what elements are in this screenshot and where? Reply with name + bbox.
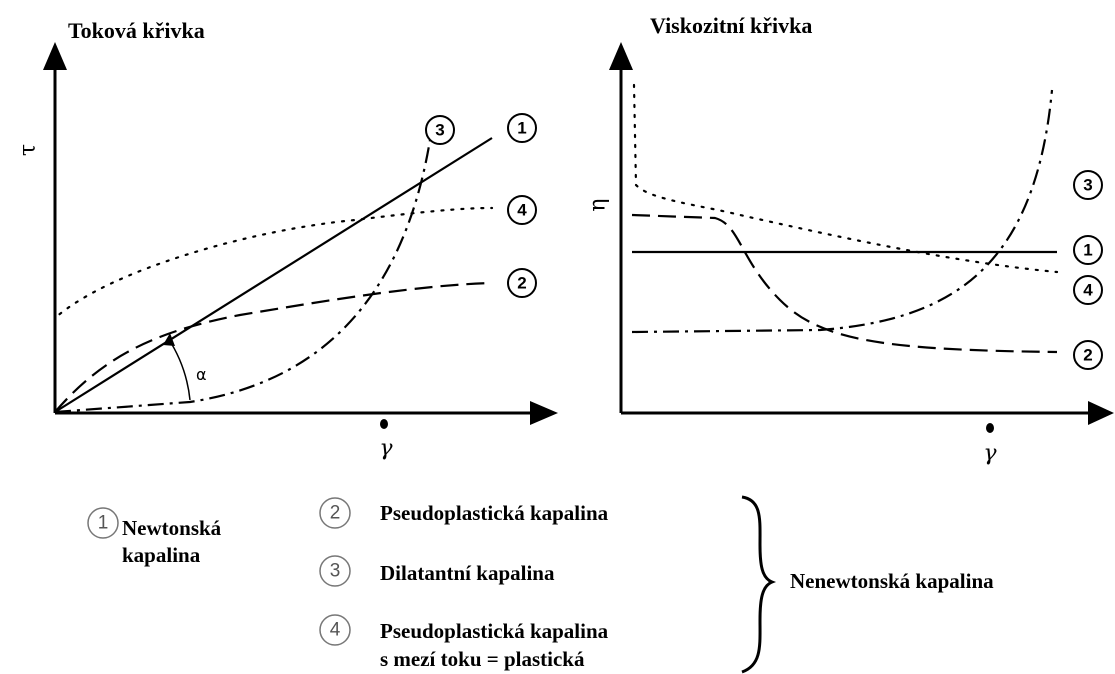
group-label: Nenewtonská kapalina bbox=[790, 569, 994, 593]
curve-4 bbox=[632, 83, 1059, 274]
legend-marker bbox=[319, 555, 351, 587]
legend-marker bbox=[319, 614, 351, 646]
legend-number: 3 bbox=[330, 561, 341, 582]
x-label-dot bbox=[380, 419, 388, 429]
curve-3 bbox=[631, 89, 1054, 334]
y-arrow bbox=[609, 42, 633, 70]
legend-text: Newtonská bbox=[122, 516, 222, 540]
legend-number: 1 bbox=[98, 513, 109, 534]
legend-number: 2 bbox=[330, 503, 341, 524]
x-label: γ bbox=[379, 436, 393, 461]
angle-label: α bbox=[196, 365, 207, 384]
curve-label: 2 bbox=[1083, 346, 1092, 365]
curve-label: 4 bbox=[517, 201, 527, 220]
legend-marker bbox=[87, 507, 119, 539]
curve-marker bbox=[1073, 170, 1103, 200]
y-label: τ bbox=[16, 144, 41, 156]
legend-text: Pseudoplastická kapalina bbox=[380, 619, 609, 643]
curve-1 bbox=[54, 137, 493, 413]
curve-4 bbox=[53, 206, 494, 414]
right-title: Viskozitní křivka bbox=[650, 13, 812, 38]
curve-label: 1 bbox=[1083, 241, 1092, 260]
legend-text: s mezí toku = plastická bbox=[380, 647, 585, 671]
curve-marker bbox=[1073, 340, 1103, 370]
curve-2 bbox=[631, 213, 1058, 354]
legend-text: kapalina bbox=[122, 543, 201, 567]
curve-label: 1 bbox=[517, 119, 526, 138]
curve-marker bbox=[507, 113, 537, 143]
curve-label: 3 bbox=[1083, 176, 1092, 195]
legend-number: 4 bbox=[330, 620, 341, 641]
x-label-dot bbox=[986, 423, 994, 433]
x-arrow bbox=[1088, 401, 1114, 425]
legend-marker bbox=[319, 497, 351, 529]
curve-marker bbox=[507, 195, 537, 225]
curve-marker bbox=[1073, 275, 1103, 305]
y-arrow bbox=[43, 42, 67, 70]
curve-marker bbox=[507, 268, 537, 298]
x-arrow bbox=[530, 401, 558, 425]
curve-marker bbox=[425, 115, 455, 145]
legend-text: Pseudoplastická kapalina bbox=[380, 501, 609, 525]
curve-marker bbox=[1073, 235, 1103, 265]
x-label: γ bbox=[983, 441, 997, 466]
y-label: η bbox=[586, 198, 611, 211]
curve-label: 2 bbox=[517, 274, 526, 293]
curve-label: 4 bbox=[1083, 281, 1093, 300]
angle-arc bbox=[167, 337, 191, 401]
legend-text: Dilatantní kapalina bbox=[380, 561, 555, 585]
left-title: Toková křivka bbox=[68, 18, 205, 43]
curve-label: 3 bbox=[435, 121, 444, 140]
curve-3 bbox=[54, 139, 432, 414]
angle-arrow bbox=[163, 333, 175, 346]
brace bbox=[741, 495, 777, 674]
curve-2 bbox=[54, 281, 493, 413]
